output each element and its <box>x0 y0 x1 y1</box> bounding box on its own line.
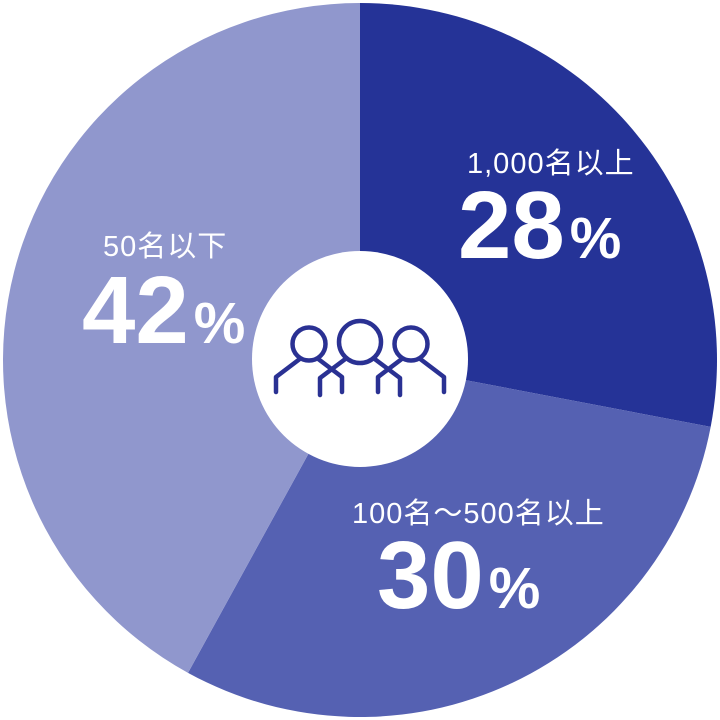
person-left-head-icon <box>290 325 328 363</box>
slice-percent-number: 28 <box>458 172 565 279</box>
people-group-icon <box>273 318 447 398</box>
person-center-head-icon <box>336 318 384 366</box>
slice-value-under50: 42 % <box>82 263 245 359</box>
slice-percent-sign: % <box>488 556 541 621</box>
slice-percent-number: 30 <box>377 522 484 629</box>
person-right-head-icon <box>392 325 430 363</box>
pie-slice <box>2 3 360 673</box>
slice-value-1000plus: 28 % <box>458 178 621 274</box>
slice-label-100to500: 100名〜500名以上 <box>352 498 605 530</box>
slice-percent-sign: % <box>569 206 622 271</box>
slice-label-under50: 50名以下 <box>103 231 228 263</box>
slice-value-100to500: 30 % <box>377 528 540 624</box>
slice-label-1000plus: 1,000名以上 <box>467 148 635 180</box>
slice-percent-number: 42 <box>82 257 189 364</box>
slice-percent-sign: % <box>193 291 246 356</box>
